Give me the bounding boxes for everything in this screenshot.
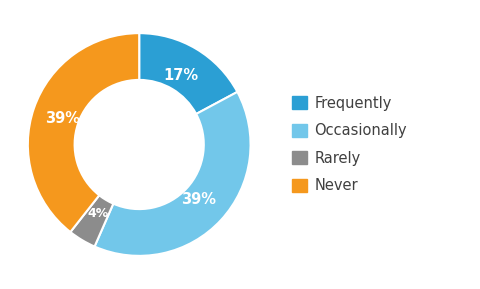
Wedge shape — [28, 33, 139, 232]
Text: 39%: 39% — [45, 110, 80, 125]
Text: 4%: 4% — [87, 208, 108, 221]
Wedge shape — [71, 195, 113, 247]
Text: 17%: 17% — [163, 68, 198, 83]
Wedge shape — [95, 92, 251, 256]
Text: 39%: 39% — [181, 192, 216, 207]
Legend: Frequently, Occasionally, Rarely, Never: Frequently, Occasionally, Rarely, Never — [287, 90, 413, 199]
Wedge shape — [139, 33, 237, 114]
